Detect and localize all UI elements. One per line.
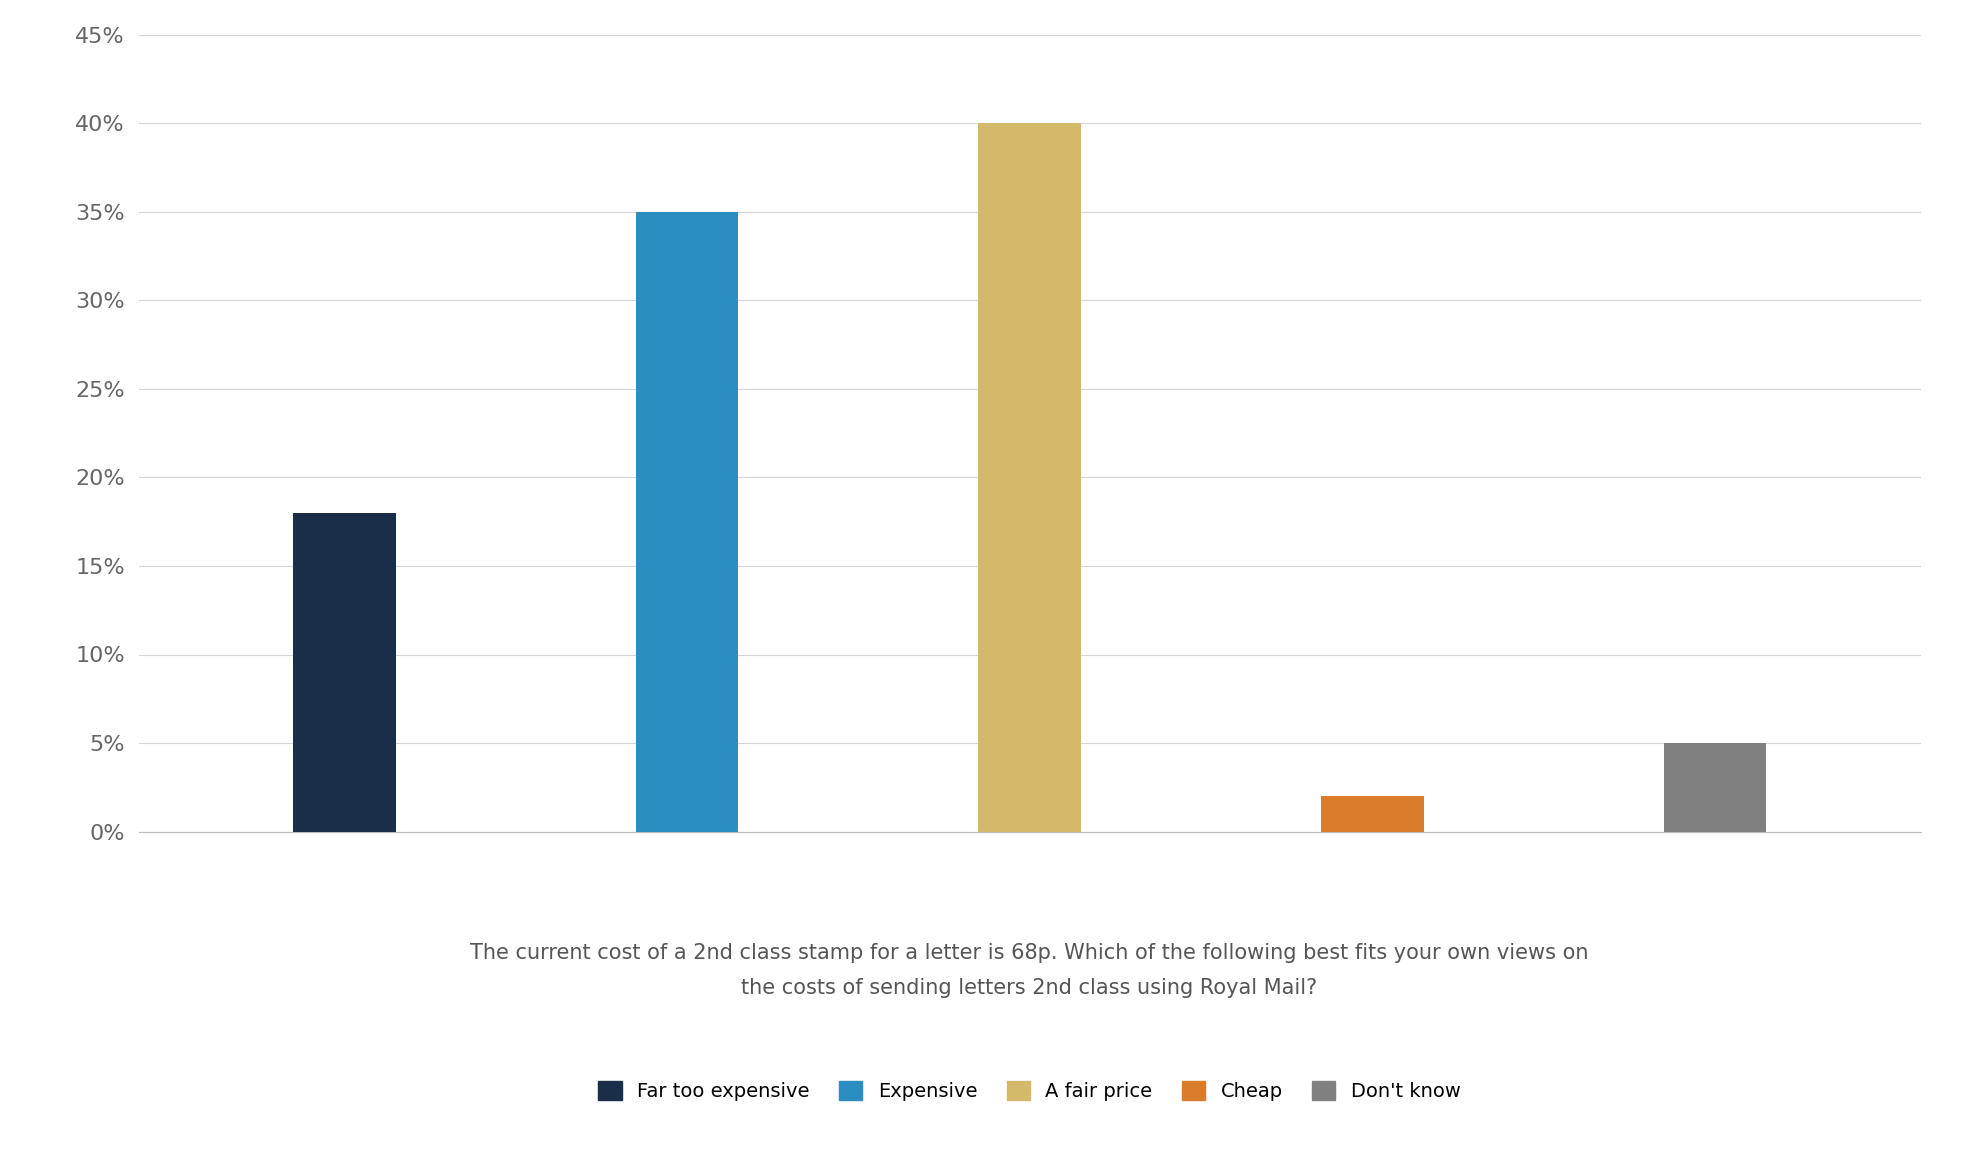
Text: The current cost of a 2nd class stamp for a letter is 68p. Which of the followin: The current cost of a 2nd class stamp fo… (471, 942, 1588, 963)
Legend: Far too expensive, Expensive, A fair price, Cheap, Don't know: Far too expensive, Expensive, A fair pri… (588, 1071, 1471, 1111)
Bar (978, 124, 1081, 832)
Text: the costs of sending letters 2nd class using Royal Mail?: the costs of sending letters 2nd class u… (741, 977, 1319, 998)
Bar (293, 513, 396, 832)
Bar (1663, 743, 1766, 832)
Bar (636, 211, 739, 832)
Bar (1321, 796, 1424, 832)
